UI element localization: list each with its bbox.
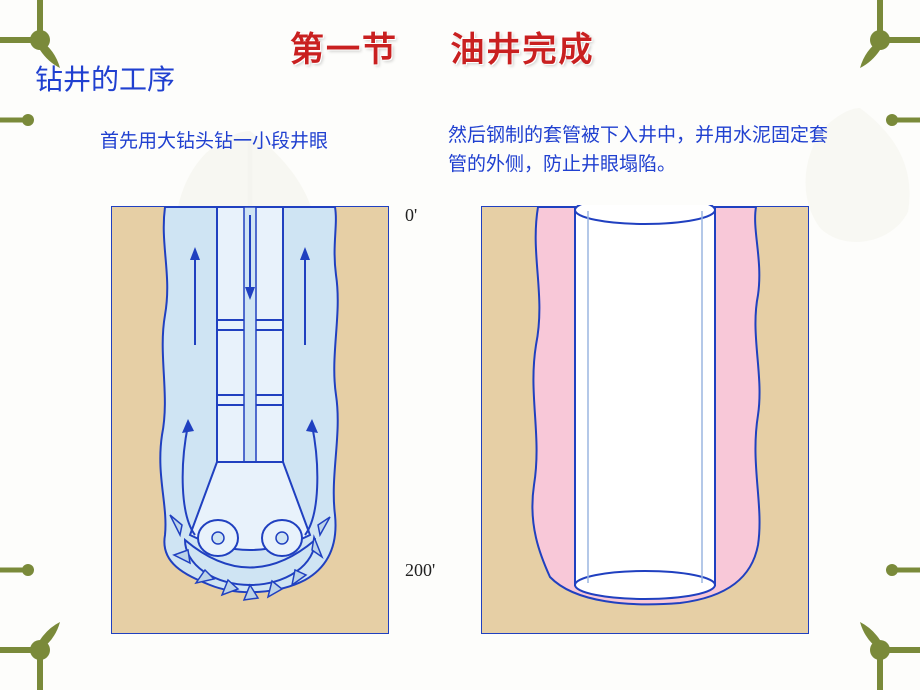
section-label-text: 第一节 [290, 32, 398, 69]
depth-label-bottom: 200' [405, 560, 435, 581]
section-title: 第一节 油井完成 [290, 22, 595, 71]
right-description: 然后钢制的套管被下入井中，并用水泥固定套管的外侧，防止井眼塌陷。 [448, 122, 828, 179]
diagram-casing [480, 205, 810, 635]
left-description: 首先用大钻头钻一小段井眼 [100, 128, 328, 157]
diagram-drilling [110, 205, 390, 635]
subtitle-text: 钻井的工序 [35, 58, 175, 98]
section-main-text: 油井完成 [451, 32, 595, 69]
depth-label-top: 0' [405, 205, 417, 226]
